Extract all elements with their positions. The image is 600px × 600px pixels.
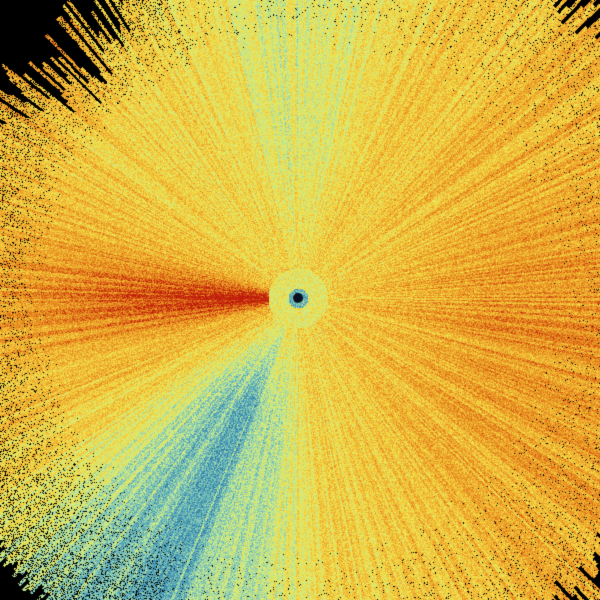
radar-scan-image <box>0 0 600 600</box>
